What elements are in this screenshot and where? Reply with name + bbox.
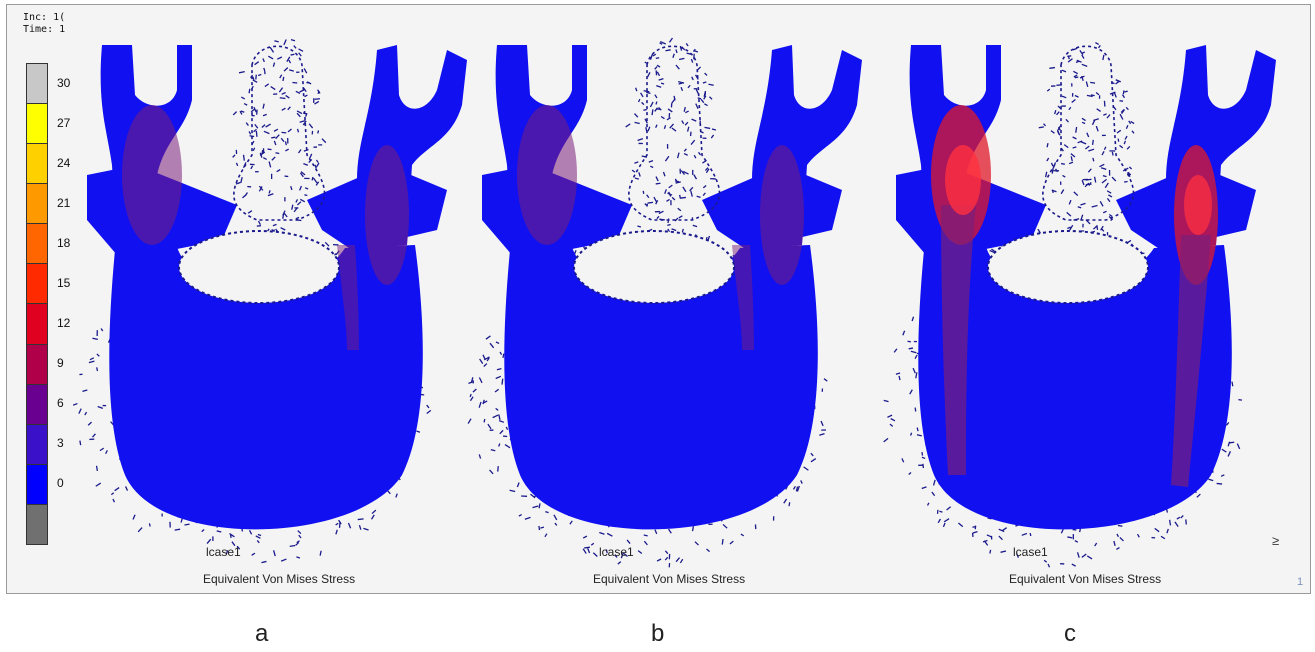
- case-label-c: lcase1: [1013, 545, 1048, 559]
- legend-swatch: [27, 304, 47, 345]
- legend-swatch: [27, 104, 47, 145]
- legend-label: 18: [57, 236, 71, 250]
- stress-zone-left: [122, 105, 182, 245]
- legend-label: 15: [57, 276, 71, 290]
- vertebral-body: [109, 245, 423, 530]
- spinous-process-outline: [233, 45, 326, 221]
- axis-triad-icon: ≥: [1272, 533, 1280, 548]
- legend-swatch: [27, 504, 47, 544]
- vertebral-body: [918, 245, 1232, 530]
- legend-swatch: [27, 264, 47, 305]
- stress-zone-left: [517, 105, 577, 245]
- stress-column-left: [941, 205, 976, 475]
- panel-letter-c: c: [1064, 620, 1076, 647]
- viewport-number: 1: [1297, 576, 1304, 588]
- legend-label: 0: [57, 476, 64, 490]
- stress-column-right: [732, 245, 754, 350]
- case-label-a: lcase1: [206, 545, 241, 559]
- legend-swatch: [27, 464, 47, 505]
- legend-label: 21: [57, 196, 71, 210]
- increment-text: Inc: 1(: [23, 12, 66, 23]
- stress-peak-right: [1184, 175, 1212, 235]
- vertebra-model-a: [72, 39, 467, 564]
- legend-swatch: [27, 344, 47, 385]
- legend-label: 12: [57, 316, 71, 330]
- legend-label: 27: [57, 116, 71, 130]
- stress-zone-right: [760, 145, 804, 285]
- legend-label: 30: [57, 76, 71, 90]
- vertebral-body: [504, 245, 818, 530]
- vertebra-model-b: [467, 37, 862, 568]
- legend-swatch: [27, 144, 47, 185]
- stress-column-right: [1171, 235, 1211, 487]
- legend-label: 24: [57, 156, 71, 170]
- increment-time-readout: Inc: 1( Time: 1: [23, 12, 65, 36]
- vertebra-model-scene: [72, 37, 1276, 568]
- legend-swatch: [27, 184, 47, 225]
- legend-labels: 30 27 24 21 18 15 12 9 6 3 0: [57, 63, 87, 543]
- legend-swatch: [27, 384, 47, 425]
- vertebra-model-c: [883, 41, 1276, 568]
- stress-zone-right: [365, 145, 409, 285]
- legend-label: 3: [57, 436, 64, 450]
- legend-color-bar: [26, 63, 48, 545]
- result-label-c: Equivalent Von Mises Stress: [1009, 572, 1162, 586]
- fe-viewport: Inc: 1( Time: 1 30 27 24 21 18 15 12 9 6 3 0 lcase…: [6, 4, 1311, 594]
- spinal-canal: [987, 230, 1149, 304]
- stress-peak-left: [945, 145, 981, 215]
- panel-letter-a: a: [255, 620, 269, 647]
- case-label-b: lcase1: [599, 545, 634, 559]
- spinous-process-outline: [628, 45, 721, 221]
- panel-letter-b: b: [651, 620, 665, 647]
- time-text: Time: 1: [23, 24, 66, 35]
- legend-label: 9: [57, 356, 64, 370]
- result-label-a: Equivalent Von Mises Stress: [203, 572, 356, 586]
- stress-column-right: [337, 245, 359, 350]
- legend-swatch: [27, 64, 47, 105]
- legend-swatch: [27, 424, 47, 465]
- legend-swatch: [27, 224, 47, 265]
- result-label-b: Equivalent Von Mises Stress: [593, 572, 746, 586]
- legend-label: 6: [57, 396, 64, 410]
- spinous-process-outline: [1042, 45, 1135, 221]
- spinal-canal: [573, 230, 735, 304]
- spinal-canal: [178, 230, 340, 304]
